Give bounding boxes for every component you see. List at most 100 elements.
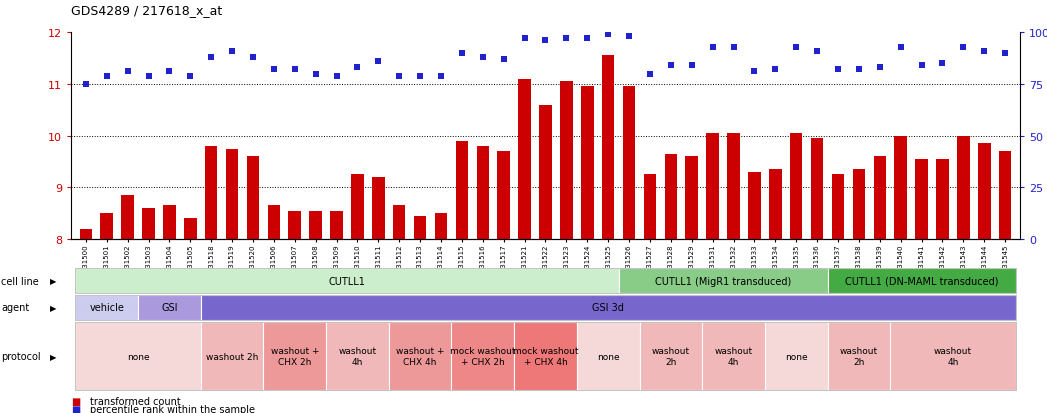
Point [307,71,324,78]
Point [767,67,784,74]
Text: none: none [785,352,807,361]
Text: washout +
CHX 2h: washout + CHX 2h [270,347,319,366]
Bar [393,206,405,240]
Point [203,55,220,61]
Bar [810,139,823,240]
Text: ▶: ▶ [50,352,57,361]
Point [955,44,972,51]
Bar [915,159,928,240]
Point [663,63,680,69]
Point [453,50,470,57]
Bar [101,214,113,240]
Bar [831,175,844,240]
Bar [497,152,510,240]
Bar [121,196,134,240]
Bar [539,105,552,240]
Text: ▶: ▶ [50,303,57,312]
Bar [247,157,260,240]
Point [537,38,554,45]
Bar [560,82,573,240]
Point [850,67,867,74]
Point [391,73,407,80]
Bar [226,149,239,240]
Text: ▶: ▶ [50,276,57,285]
Text: washout
4h: washout 4h [934,347,972,366]
Bar [728,134,740,240]
Bar [414,216,426,240]
Text: cell line: cell line [1,276,39,286]
Text: agent: agent [1,303,29,313]
Text: GSI 3d: GSI 3d [593,303,624,313]
Bar [978,144,990,240]
Bar [852,170,865,240]
Point [140,73,157,80]
Point [829,67,846,74]
Bar [518,79,531,240]
Bar [644,175,656,240]
Point [349,65,365,71]
Text: mock washout
+ CHX 2h: mock washout + CHX 2h [450,347,515,366]
Text: GSI: GSI [161,303,178,313]
Bar [936,159,949,240]
Text: washout
2h: washout 2h [840,347,878,366]
Text: percentile rank within the sample: percentile rank within the sample [90,404,255,413]
Point [119,69,136,76]
Bar [707,134,719,240]
Bar [749,172,761,240]
Text: GDS4289 / 217618_x_at: GDS4289 / 217618_x_at [71,4,222,17]
Point [684,63,700,69]
Point [474,55,491,61]
Text: CUTLL1 (DN-MAML transduced): CUTLL1 (DN-MAML transduced) [845,276,999,286]
Point [808,48,825,55]
Bar [789,134,802,240]
Text: washout 2h: washout 2h [206,352,259,361]
Point [328,73,344,80]
Point [621,34,638,40]
Point [266,67,283,74]
Text: washout
2h: washout 2h [652,347,690,366]
Bar [268,206,281,240]
Point [892,44,909,51]
Bar [665,154,677,240]
Bar [476,147,489,240]
Point [871,65,888,71]
Bar [80,229,92,240]
Bar [372,178,384,240]
Bar [435,214,447,240]
Point [913,63,930,69]
Bar [873,157,886,240]
Text: vehicle: vehicle [89,303,125,313]
Point [370,59,386,65]
Point [182,73,199,80]
Point [726,44,742,51]
Bar [455,141,468,240]
Point [411,73,428,80]
Point [705,44,721,51]
Point [642,71,659,78]
Point [558,36,575,43]
Bar [309,211,321,240]
Text: mock washout
+ CHX 4h: mock washout + CHX 4h [513,347,578,366]
Text: CUTLL1: CUTLL1 [329,276,365,286]
Text: none: none [597,352,620,361]
Bar [330,211,342,240]
Bar [184,219,197,240]
Bar [581,87,594,240]
Text: none: none [127,352,150,361]
Text: ■: ■ [71,396,81,406]
Bar [163,206,176,240]
Point [579,36,596,43]
Bar [289,211,302,240]
Text: washout
4h: washout 4h [714,347,753,366]
Bar [623,87,636,240]
Bar [686,157,698,240]
Bar [351,175,363,240]
Bar [205,147,218,240]
Point [98,73,115,80]
Point [432,73,449,80]
Bar [142,209,155,240]
Point [600,32,617,38]
Point [747,69,763,76]
Bar [957,136,970,240]
Bar [602,56,615,240]
